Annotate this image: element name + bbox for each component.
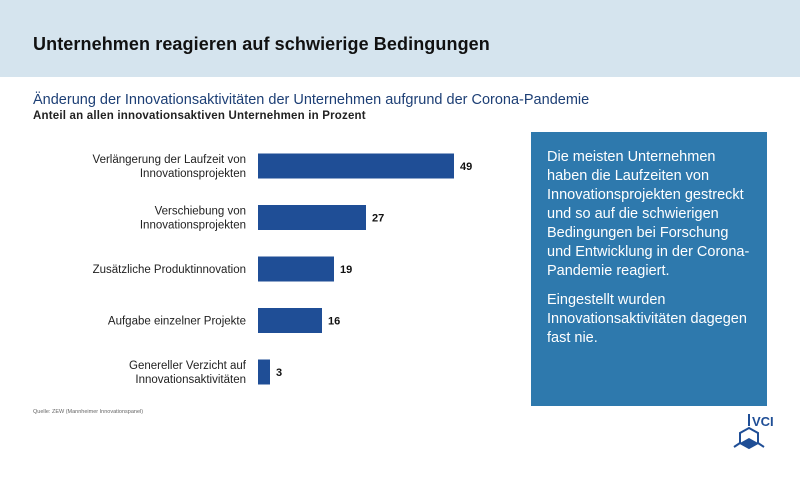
bar-3 [258, 308, 322, 333]
header-band [0, 0, 800, 77]
page-title: Unternehmen reagieren auf schwierige Bed… [33, 34, 490, 54]
info-paragraph-2: Eingestellt wurden Innovationsaktivitäte… [547, 292, 747, 346]
category-label-2: Zusätzliche Produktinnovation [93, 264, 246, 276]
category-label-4: Genereller Verzicht auf Innovationsaktivi… [129, 360, 247, 386]
info-paragraph-1: Die meisten Unternehmen haben die Laufze… [547, 149, 750, 279]
chart-title: Änderung der Innovationsaktivitäten der … [33, 92, 590, 108]
info-box: Die meisten Unternehmen haben die Laufze… [531, 132, 767, 406]
value-label-0: 49 [460, 161, 472, 173]
bar-chart: 49 Verlängerung der Laufzeit von Innovatio… [93, 153, 472, 386]
source-note: Quelle: ZEW (Mannheimer Innovationspanel… [33, 409, 144, 415]
value-label-1: 27 [372, 213, 384, 225]
value-label-2: 19 [340, 264, 352, 276]
logo-text: VCI [752, 414, 774, 429]
category-label-3: Aufgabe einzelner Projekte [108, 316, 246, 328]
category-label-1: Verschiebung von Innovationsprojekten [140, 206, 246, 232]
value-label-4: 3 [276, 367, 282, 379]
category-label-0: Verlängerung der Laufzeit von Innovations… [93, 154, 246, 180]
bar-4 [258, 359, 270, 385]
bar-1 [258, 205, 366, 230]
bar-2 [258, 256, 334, 282]
bar-0 [258, 153, 454, 179]
chart-subtitle: Anteil an allen innovationsaktiven Unter… [33, 110, 366, 122]
value-label-3: 16 [328, 316, 340, 328]
vci-logo [733, 414, 765, 450]
